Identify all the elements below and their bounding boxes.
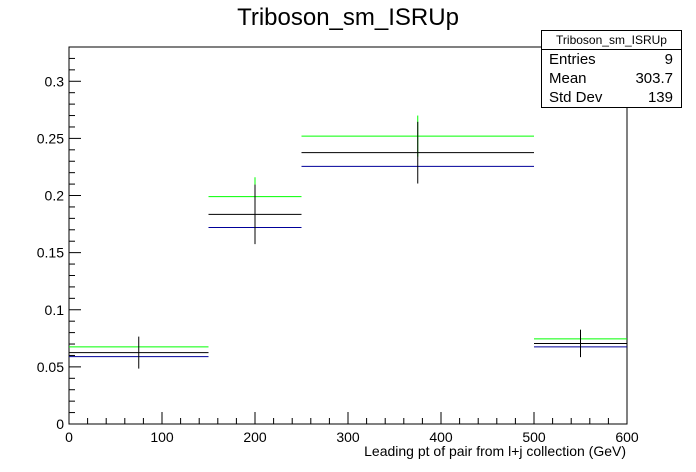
- stats-box-title: Triboson_sm_ISRUp: [542, 31, 681, 50]
- x-tick-label: 200: [243, 429, 267, 445]
- stats-entries-value: 9: [664, 51, 673, 68]
- x-tick-label: 0: [65, 429, 73, 445]
- stats-entries-row: Entries 9: [542, 50, 681, 69]
- x-tick-label: 600: [615, 429, 639, 445]
- y-tick-label: 0.15: [37, 245, 64, 261]
- chart-title: Triboson_sm_ISRUp: [237, 4, 459, 31]
- stats-mean-row: Mean 303.7: [542, 69, 681, 88]
- x-tick-label: 400: [429, 429, 453, 445]
- stats-mean-label: Mean: [549, 70, 587, 87]
- y-tick-label: 0.1: [45, 302, 65, 318]
- stats-stddev-value: 139: [647, 89, 673, 106]
- stats-entries-label: Entries: [549, 51, 596, 68]
- y-tick-label: 0.05: [37, 359, 64, 375]
- y-tick-label: 0.25: [37, 130, 64, 146]
- stats-stddev-label: Std Dev: [549, 89, 603, 106]
- stats-box: Triboson_sm_ISRUp Entries 9 Mean 303.7 S…: [541, 30, 682, 108]
- x-tick-label: 300: [336, 429, 360, 445]
- x-axis-label: Leading pt of pair from l+j collection (…: [364, 443, 626, 459]
- stats-stddev-row: Std Dev 139: [542, 88, 681, 107]
- y-tick-label: 0.3: [45, 73, 65, 89]
- y-tick-label: 0: [56, 416, 64, 432]
- x-tick-label: 500: [522, 429, 546, 445]
- x-tick-label: 100: [150, 429, 174, 445]
- stats-mean-value: 303.7: [635, 70, 673, 87]
- y-tick-label: 0.2: [45, 188, 65, 204]
